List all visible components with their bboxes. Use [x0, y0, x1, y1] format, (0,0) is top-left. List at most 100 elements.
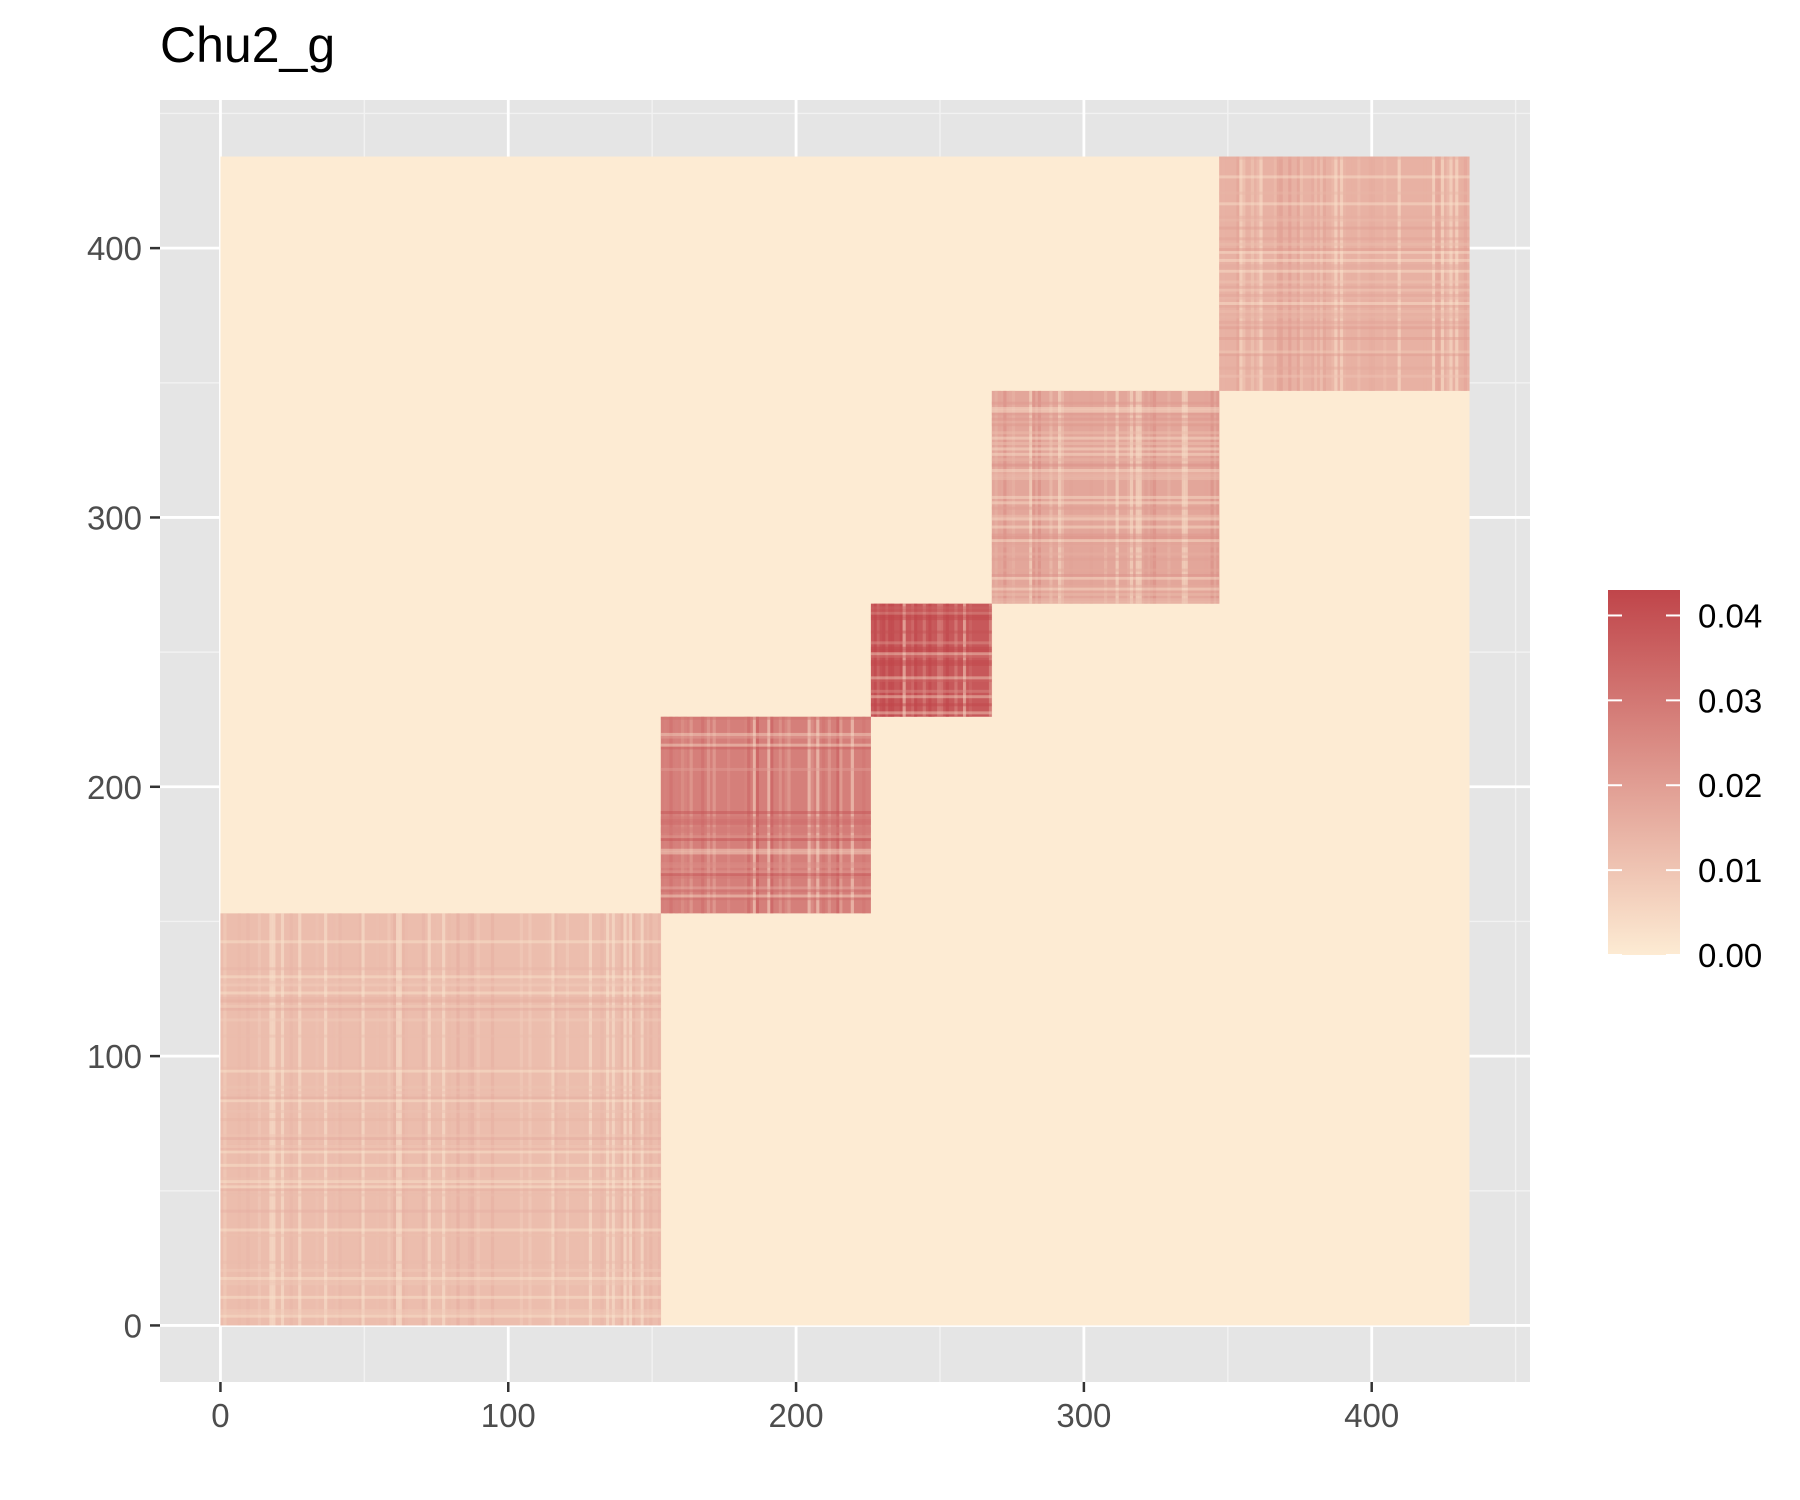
block-stripe-col: [280, 913, 285, 1326]
block-stripe-row: [991, 442, 1220, 446]
block-stripe-row: [220, 980, 661, 984]
block-stripe-row: [660, 864, 871, 868]
block-stripe-col: [528, 913, 532, 1326]
block-stripe-col: [565, 913, 569, 1326]
block-stripe-row: [991, 576, 1220, 580]
block-stripe-row: [1219, 269, 1470, 273]
block-stripe-row: [991, 544, 1220, 548]
block-stripe-row: [991, 452, 1220, 456]
block-stripe-col: [456, 913, 460, 1326]
block-stripe-col: [1397, 156, 1401, 391]
legend-label: 0.00: [1698, 937, 1762, 974]
block-stripe-col: [1216, 390, 1220, 604]
block-stripe-row: [660, 767, 871, 771]
block-stripe-col: [1181, 390, 1185, 604]
block-stripe-row: [991, 568, 1220, 572]
block-stripe-col: [1210, 390, 1214, 604]
block-stripe-col: [669, 716, 673, 914]
block-stripe-col: [689, 716, 693, 914]
block-stripe-row: [991, 501, 1220, 505]
block-stripe-row: [991, 423, 1220, 427]
block-stripe-row: [220, 1118, 661, 1122]
block-stripe-col: [781, 716, 785, 914]
heatmap-cells: [220, 156, 1470, 1326]
block-stripe-row: [991, 436, 1220, 440]
block-stripe-col: [387, 913, 391, 1326]
block-stripe-col: [1311, 156, 1315, 391]
legend-label: 0.01: [1698, 852, 1762, 889]
block-stripe-row: [1219, 366, 1470, 370]
block-stripe-row: [870, 614, 992, 618]
block-stripe-row: [220, 983, 661, 987]
legend-label: 0.02: [1698, 767, 1762, 804]
block-stripe-row: [991, 477, 1220, 481]
block-stripe-row: [660, 746, 871, 750]
block-stripe-row: [991, 517, 1220, 521]
block-stripe-col: [490, 913, 495, 1326]
block-stripe-row: [660, 811, 871, 815]
block-stripe-col: [1060, 390, 1065, 604]
block-stripe-row: [660, 821, 871, 825]
block-stripe-col: [1446, 156, 1450, 391]
block-stripe-row: [991, 533, 1220, 537]
block-stripe-col: [1144, 390, 1148, 604]
block-stripe-row: [991, 592, 1220, 596]
block-stripe-row: [870, 646, 992, 650]
block-stripe-col: [1351, 156, 1355, 391]
block-stripe-row: [220, 991, 661, 995]
block-stripe-col: [620, 913, 624, 1326]
block-stripe-row: [991, 584, 1220, 588]
block-stripe-row: [220, 1066, 661, 1070]
heatmap-block: [1219, 156, 1470, 391]
block-stripe-row: [220, 1260, 661, 1264]
block-stripe-row: [220, 1109, 661, 1113]
y-tick-label: 400: [87, 230, 142, 267]
legend-colorbar: [1608, 590, 1680, 955]
block-stripe-col: [891, 603, 895, 717]
block-stripe-row: [1219, 304, 1470, 308]
block-stripe-row: [220, 1209, 661, 1213]
block-stripe-row: [660, 735, 871, 739]
block-stripe-col: [1455, 156, 1459, 391]
block-stripe-row: [1219, 258, 1470, 262]
block-stripe-row: [220, 1311, 661, 1315]
block-stripe-row: [660, 819, 871, 823]
block-stripe-col: [821, 716, 826, 914]
block-fill: [220, 913, 661, 1326]
block-stripe-row: [220, 1276, 661, 1280]
block-stripe-col: [1432, 156, 1436, 391]
block-stripe-row: [991, 420, 1220, 424]
block-stripe-row: [870, 679, 992, 683]
block-stripe-col: [260, 913, 264, 1326]
block-stripe-row: [660, 837, 871, 841]
block-stripe-row: [1219, 326, 1470, 330]
block-stripe-col: [1437, 156, 1442, 391]
block-stripe-row: [1219, 280, 1470, 284]
block-stripe-col: [442, 913, 446, 1326]
x-tick-label: 100: [481, 1397, 536, 1434]
block-stripe-col: [994, 390, 998, 604]
block-stripe-row: [1219, 215, 1470, 219]
block-stripe-col: [657, 913, 662, 1326]
block-stripe-col: [1069, 390, 1073, 604]
block-stripe-col: [954, 603, 958, 717]
block-stripe-row: [870, 689, 992, 693]
block-stripe-row: [1219, 353, 1470, 357]
block-stripe-row: [1219, 266, 1470, 270]
block-stripe-row: [660, 862, 871, 866]
block-stripe-row: [660, 851, 871, 855]
block-stripe-col: [551, 913, 555, 1326]
block-stripe-row: [220, 1144, 661, 1148]
block-stripe-col: [862, 716, 866, 914]
block-stripe-row: [220, 1279, 661, 1283]
block-stripe-col: [315, 913, 319, 1326]
block-stripe-col: [680, 716, 685, 914]
block-stripe-col: [629, 913, 633, 1326]
block-stripe-row: [1219, 285, 1470, 289]
block-stripe-col: [608, 913, 613, 1326]
block-stripe-col: [1460, 156, 1465, 391]
block-stripe-row: [991, 431, 1220, 435]
block-stripe-row: [1219, 323, 1470, 327]
block-stripe-col: [968, 603, 972, 717]
block-stripe-col: [269, 913, 273, 1326]
